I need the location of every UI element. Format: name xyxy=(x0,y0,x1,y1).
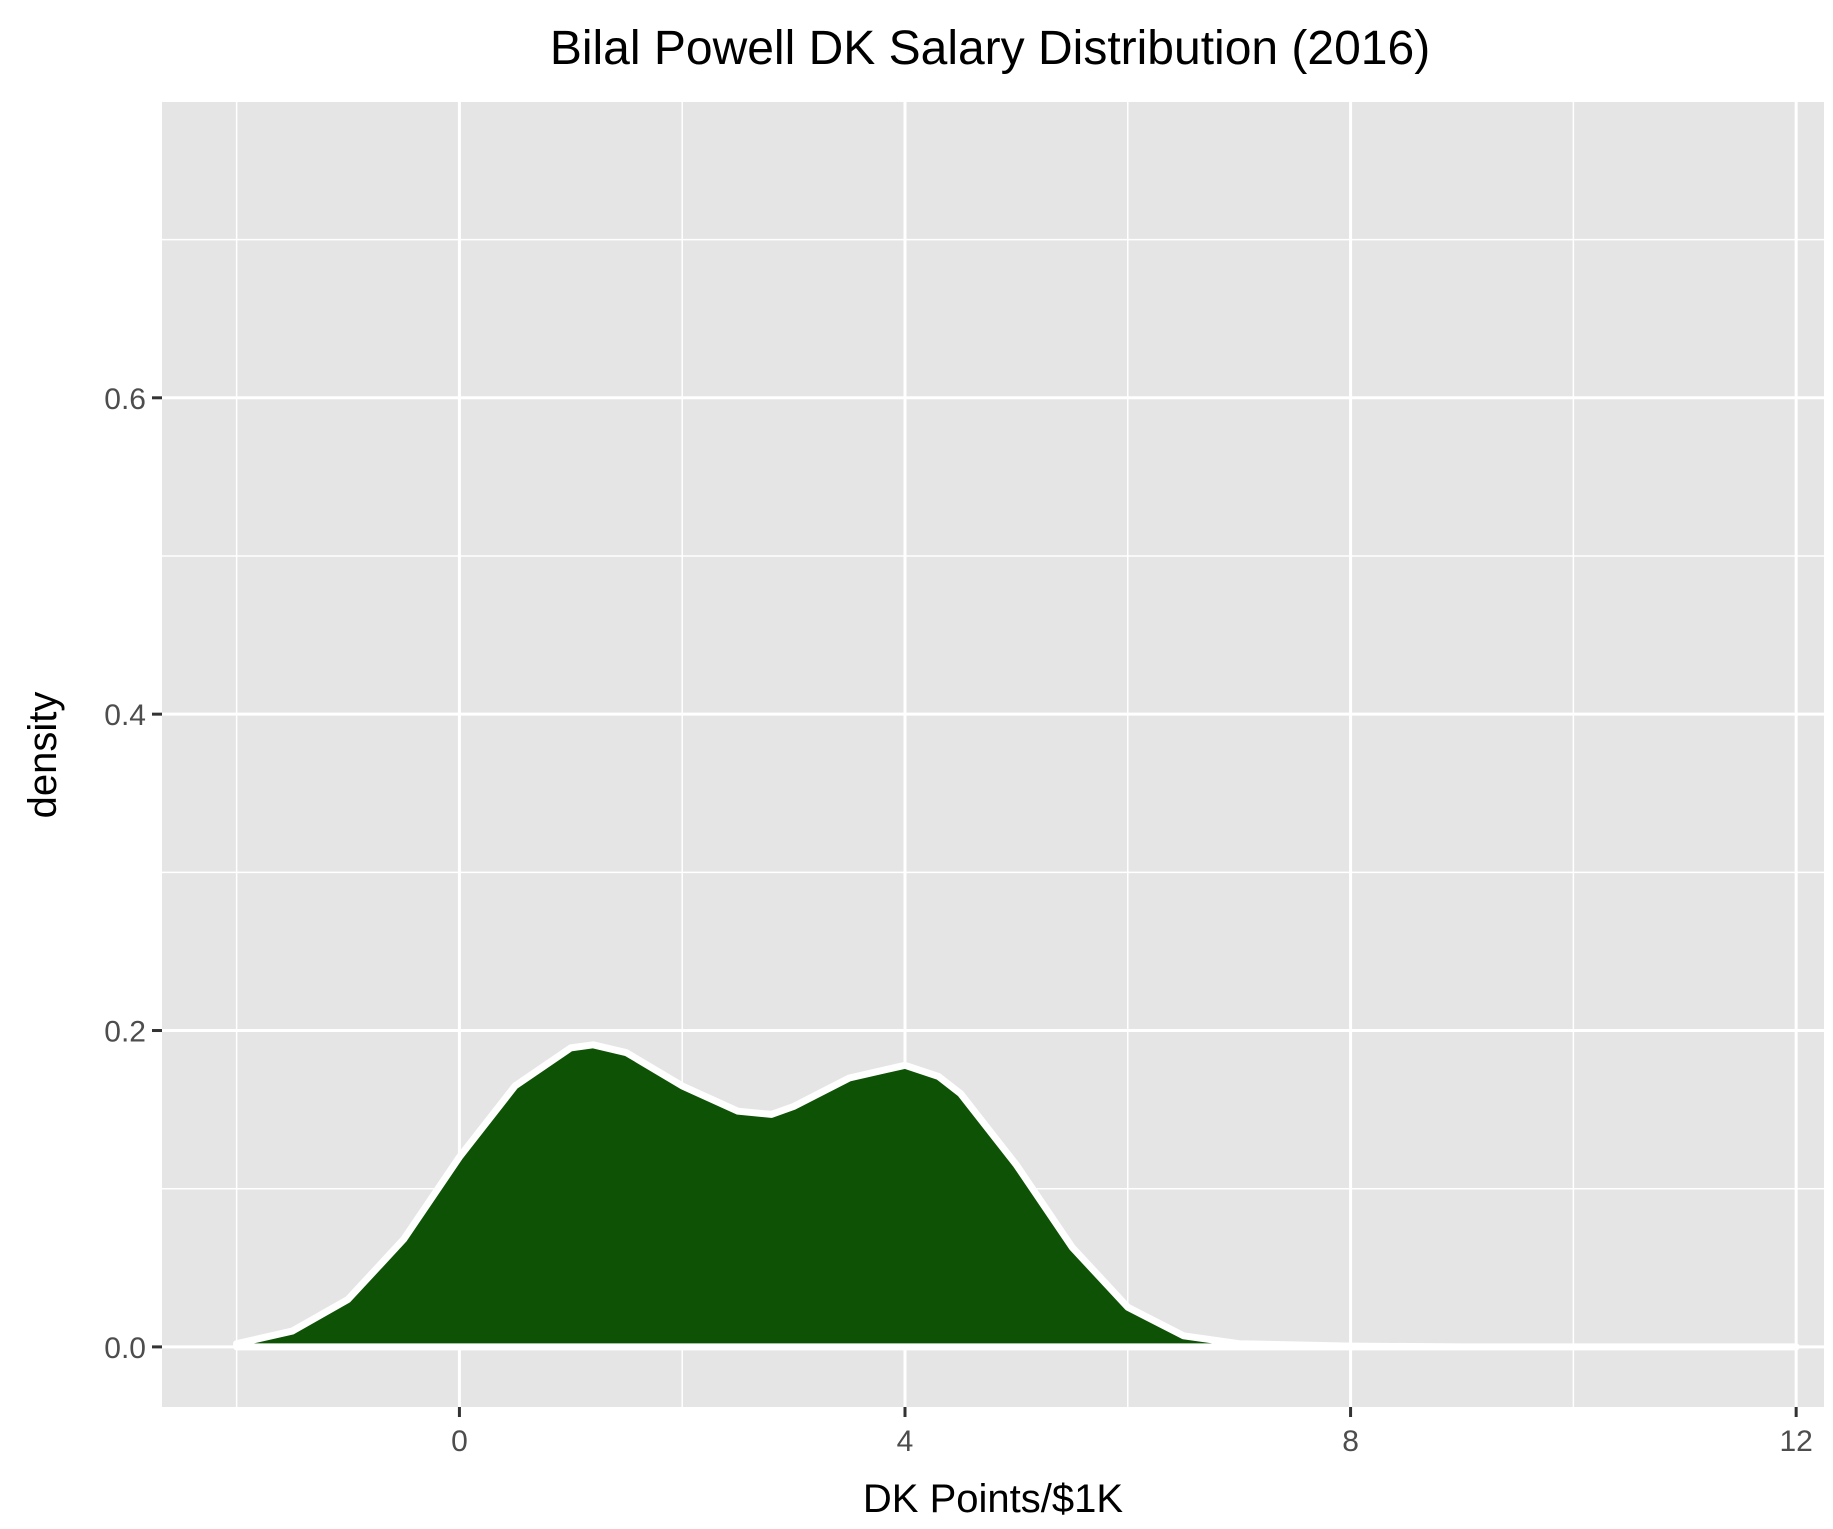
chart-title: Bilal Powell DK Salary Distribution (201… xyxy=(550,22,1430,75)
x-tick-label: 8 xyxy=(1342,1425,1359,1458)
minor-gridlines xyxy=(162,102,1824,1407)
density-layer xyxy=(233,1041,1800,1351)
x-axis: 0 4 8 12 xyxy=(451,1407,1813,1458)
x-tick-label: 4 xyxy=(897,1425,914,1458)
y-tick-label: 0.4 xyxy=(104,699,146,732)
x-axis-title: DK Points/$1K xyxy=(863,1477,1123,1521)
y-axis: 0.0 0.2 0.4 0.6 xyxy=(104,383,162,1365)
y-tick-label: 0.0 xyxy=(104,1332,146,1365)
x-tick-label: 12 xyxy=(1779,1425,1812,1458)
density-area xyxy=(233,1041,1800,1351)
y-axis-title: density xyxy=(21,692,65,819)
x-tick-label: 0 xyxy=(451,1425,468,1458)
y-tick-label: 0.2 xyxy=(104,1016,146,1049)
y-tick-label: 0.6 xyxy=(104,383,146,416)
